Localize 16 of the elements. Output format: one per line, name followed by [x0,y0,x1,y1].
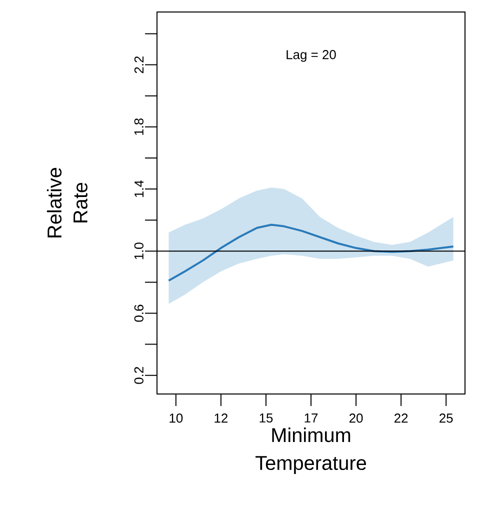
x-tick-label: 22 [394,414,408,423]
x-tick-label: 10 [170,414,183,423]
y-tick-label: 1.8 [134,118,144,135]
x-tick-label: 17 [304,414,318,422]
x-axis-title: Minimum Temperature [256,428,366,474]
y-tick-label: 1.4 [134,180,144,198]
annotation: Lag = 20 [286,50,336,62]
x-tick-label: 12 [214,414,228,423]
x-tick-label: 25 [440,414,453,423]
x-tick-label: 20 [349,414,363,423]
y-tick-label: 1.0 [134,242,144,260]
y-tick-label: 2.2 [134,56,144,74]
y-axis-title: Relative Rate [46,168,88,238]
y-tick-label: 0.2 [134,367,144,384]
x-tick-label: 15 [260,414,273,423]
y-tick-label: 0.6 [134,304,144,322]
